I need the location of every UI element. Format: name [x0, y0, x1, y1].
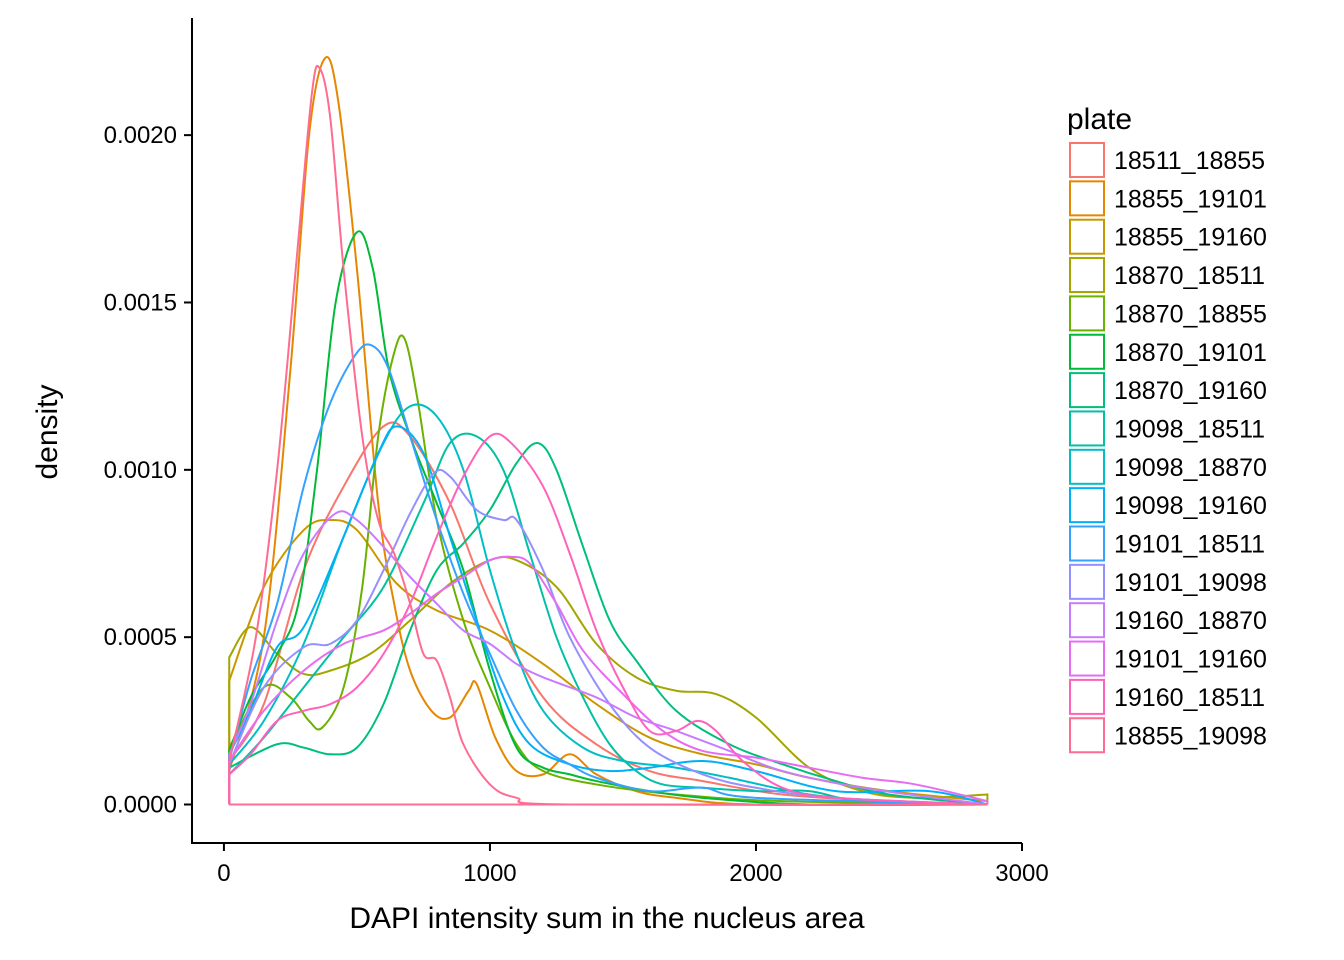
- legend-label-18870_18511: 18870_18511: [1114, 262, 1265, 290]
- density-curves: [228, 55, 989, 807]
- density-curve-18511_18855: [228, 421, 988, 806]
- legend-label-18511_18855: 18511_18855: [1114, 147, 1265, 175]
- legend-label-19101_19098: 19101_19098: [1114, 569, 1267, 597]
- legend-key-18855_19160: [1069, 218, 1105, 255]
- density-curve-18855_19098: [228, 65, 988, 807]
- legend-key-18870_19160: [1069, 372, 1105, 409]
- legend-label-18870_18855: 18870_18855: [1114, 300, 1267, 328]
- legend-key-19098_18870: [1069, 448, 1105, 485]
- density-curve-18870_19101: [228, 230, 988, 807]
- legend-label-18855_19160: 18855_19160: [1114, 224, 1267, 252]
- y-tick-label-0.0020: 0.0020: [104, 122, 177, 149]
- density-curve-19098_18870: [228, 403, 988, 806]
- x-tick-label-0: 0: [217, 860, 230, 887]
- legend-key-18870_19101: [1069, 333, 1105, 370]
- density-curve-18870_18511: [228, 556, 989, 805]
- legend-key-18855_19098: [1069, 717, 1105, 754]
- legend-label-18855_19098: 18855_19098: [1114, 722, 1267, 750]
- legend-key-18511_18855: [1069, 142, 1105, 178]
- legend-key-18870_18511: [1069, 257, 1105, 294]
- y-tick-label-0.0010: 0.0010: [104, 457, 177, 484]
- y-tick-label-0.0000: 0.0000: [104, 792, 177, 819]
- density-curve-19101_19160: [228, 555, 989, 805]
- density-curve-19160_18511: [228, 432, 988, 806]
- legend-key-19160_18870: [1069, 602, 1105, 639]
- legend-label-18870_19160: 18870_19160: [1114, 377, 1267, 405]
- legend-label-19101_18511: 19101_18511: [1114, 531, 1265, 559]
- legend-key-19101_19160: [1069, 640, 1105, 677]
- density-curve-18870_19160: [228, 442, 988, 806]
- legend-label-19101_19160: 19101_19160: [1114, 646, 1267, 674]
- legend-key-19098_19160: [1069, 487, 1105, 524]
- axes: [191, 18, 1022, 844]
- y-ticks: 0.0000 0.0005 0.0010 0.0015 0.0020: [104, 122, 192, 819]
- density-curve-19101_19098: [228, 468, 988, 806]
- x-tick-label-1000: 1000: [463, 860, 516, 887]
- x-tick-label-3000: 3000: [995, 860, 1048, 887]
- x-ticks: 0 1000 2000 3000: [217, 843, 1049, 887]
- legend-label-18855_19101: 18855_19101: [1114, 185, 1267, 213]
- x-tick-label-2000: 2000: [729, 860, 782, 887]
- legend-key-19101_18511: [1069, 525, 1105, 562]
- legend-key-19098_18511: [1069, 410, 1105, 447]
- density-curve-18855_19160: [228, 519, 989, 805]
- legend-label-19098_18511: 19098_18511: [1114, 415, 1265, 443]
- legend-title: plate: [1067, 103, 1132, 136]
- x-axis-title: DAPI intensity sum in the nucleus area: [349, 902, 865, 935]
- y-axis-title: density: [31, 384, 64, 479]
- legend-key-18855_19101: [1069, 180, 1105, 217]
- legend-label-19160_18870: 19160_18870: [1114, 607, 1267, 635]
- legend-label-18870_19101: 18870_19101: [1114, 339, 1267, 367]
- legend-key-18870_18855: [1069, 295, 1105, 332]
- legend-label-19098_19160: 19098_19160: [1114, 492, 1267, 520]
- y-tick-label-0.0015: 0.0015: [104, 289, 177, 316]
- y-tick-label-0.0005: 0.0005: [104, 624, 177, 651]
- density-curve-19098_18511: [228, 432, 988, 806]
- density-curve-19101_18511: [228, 343, 988, 806]
- legend-label-19160_18511: 19160_18511: [1114, 684, 1265, 712]
- legend-label-19098_18870: 19098_18870: [1114, 454, 1267, 482]
- density-curve-18870_18855: [228, 334, 988, 806]
- legend-key-19160_18511: [1069, 678, 1105, 715]
- legend-key-19101_19098: [1069, 563, 1105, 600]
- legend: plate 18511_18855 18855_19101 18855_19160 1…: [1067, 103, 1267, 754]
